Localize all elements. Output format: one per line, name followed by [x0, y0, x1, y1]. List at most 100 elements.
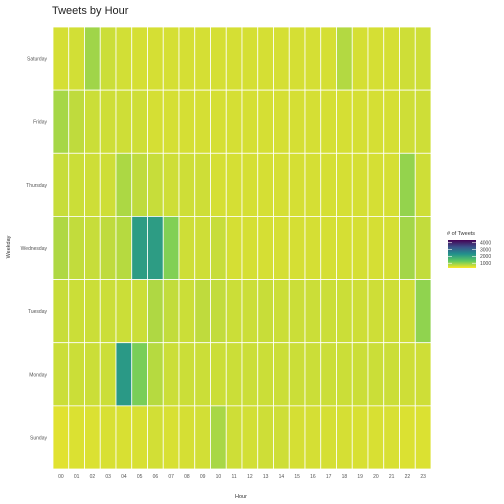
heatmap-cell-tuesday-06	[147, 279, 164, 344]
heatmap-cell-tuesday-22	[399, 279, 416, 344]
heatmap-cell-sunday-19	[351, 405, 369, 470]
y-tick-monday: Monday	[29, 372, 47, 378]
heatmap-cell-saturday-20	[367, 26, 385, 91]
heatmap-cell-monday-14	[273, 342, 290, 407]
heatmap-cell-sunday-15	[288, 405, 306, 470]
heatmap-cell-wednesday-06	[147, 216, 164, 280]
x-tick-02: 02	[90, 474, 96, 480]
y-tick-saturday: Saturday	[27, 57, 48, 63]
heatmap-cell-monday-13	[257, 342, 274, 407]
heatmap-cell-tuesday-04	[115, 279, 133, 344]
heatmap-cell-friday-11	[225, 89, 243, 154]
heatmap-cell-wednesday-11	[225, 216, 243, 280]
heatmap-cell-thursday-14	[273, 152, 290, 217]
heatmap-cell-wednesday-10	[210, 216, 227, 280]
heatmap-cell-sunday-21	[383, 405, 400, 470]
legend-tick-4000: 4000	[480, 241, 491, 247]
heatmap-cell-tuesday-07	[162, 279, 180, 344]
heatmap-cell-saturday-00	[52, 26, 70, 91]
heatmap-cell-monday-06	[147, 342, 164, 407]
heatmap-cell-friday-01	[68, 89, 85, 154]
heatmap-cell-friday-18	[336, 89, 353, 154]
heatmap-cell-friday-09	[194, 89, 211, 154]
heatmap-cell-wednesday-16	[304, 216, 322, 280]
heatmap-cell-saturday-18	[336, 26, 353, 91]
heatmap-cell-friday-13	[257, 89, 274, 154]
heatmap-cell-monday-23	[414, 342, 432, 407]
heatmap-cell-tuesday-23	[414, 279, 432, 344]
heatmap-cell-wednesday-03	[99, 216, 117, 280]
heatmap-cell-wednesday-22	[399, 216, 416, 280]
heatmap-cell-monday-19	[351, 342, 369, 407]
heatmap-cell-friday-16	[304, 89, 322, 154]
heatmap-cell-saturday-07	[162, 26, 180, 91]
heatmap-cell-thursday-20	[367, 152, 385, 217]
heatmap-cell-thursday-18	[336, 152, 353, 217]
heatmap-cell-thursday-11	[225, 152, 243, 217]
heatmap-cell-saturday-05	[131, 26, 148, 91]
heatmap-cell-tuesday-18	[336, 279, 353, 344]
x-tick-15: 15	[294, 474, 300, 480]
heatmap-cell-monday-04	[115, 342, 133, 407]
heatmap-cell-saturday-21	[383, 26, 400, 91]
y-tick-friday: Friday	[33, 120, 47, 126]
heatmap-cell-sunday-14	[273, 405, 290, 470]
heatmap-cell-monday-07	[162, 342, 180, 407]
heatmap-cell-saturday-03	[99, 26, 117, 91]
x-tick-00: 00	[58, 474, 64, 480]
heatmap-cell-monday-21	[383, 342, 400, 407]
heatmap-cell-saturday-08	[178, 26, 196, 91]
heatmap-cell-thursday-01	[68, 152, 85, 217]
heatmap-cell-sunday-20	[367, 405, 385, 470]
chart-title: Tweets by Hour	[52, 5, 129, 17]
heatmap-cell-thursday-17	[320, 152, 337, 217]
heatmap-cell-thursday-03	[99, 152, 117, 217]
heatmap-cell-saturday-19	[351, 26, 369, 91]
legend-tick-1000: 1000	[480, 261, 491, 267]
x-tick-12: 12	[247, 474, 253, 480]
x-tick-16: 16	[310, 474, 316, 480]
x-tick-01: 01	[74, 474, 80, 480]
heatmap-cell-wednesday-04	[115, 216, 133, 280]
heatmap-cell-saturday-22	[399, 26, 416, 91]
heatmap-cell-tuesday-14	[273, 279, 290, 344]
y-tick-labels: Saturday Friday Thursday Wednesday Tuesday Mo…	[21, 57, 48, 442]
heatmap-cell-tuesday-10	[210, 279, 227, 344]
heatmap-cell-saturday-10	[210, 26, 227, 91]
heatmap-cell-tuesday-09	[194, 279, 211, 344]
heatmap-cell-saturday-16	[304, 26, 322, 91]
heatmap-cell-tuesday-15	[288, 279, 306, 344]
heatmap-cell-monday-15	[288, 342, 306, 407]
heatmap-cell-tuesday-01	[68, 279, 85, 344]
heatmap-cell-sunday-22	[399, 405, 416, 470]
heatmap-cell-thursday-04	[115, 152, 133, 217]
heatmap-cell-sunday-05	[131, 405, 148, 470]
heatmap-cell-wednesday-00	[52, 216, 70, 280]
heatmap-cell-friday-22	[399, 89, 416, 154]
y-tick-thursday: Thursday	[26, 183, 47, 189]
legend-title: # of Tweets	[447, 231, 475, 237]
x-tick-14: 14	[279, 474, 285, 480]
heatmap-cell-monday-05	[131, 342, 148, 407]
heatmap-cell-tuesday-03	[99, 279, 117, 344]
heatmap-cell-wednesday-05	[131, 216, 148, 280]
heatmap-cell-monday-03	[99, 342, 117, 407]
heatmap-cell-friday-05	[131, 89, 148, 154]
heatmap-cell-wednesday-14	[273, 216, 290, 280]
heatmap-cell-saturday-17	[320, 26, 337, 91]
heatmap-cell-monday-09	[194, 342, 211, 407]
x-tick-03: 03	[105, 474, 111, 480]
heatmap-cell-monday-18	[336, 342, 353, 407]
heatmap-cells	[52, 26, 432, 470]
heatmap-cell-monday-08	[178, 342, 196, 407]
heatmap-cell-thursday-10	[210, 152, 227, 217]
heatmap-cell-monday-01	[68, 342, 85, 407]
legend-colorbar	[448, 240, 476, 268]
heatmap-cell-saturday-12	[241, 26, 259, 91]
x-tick-05: 05	[137, 474, 143, 480]
heatmap-cell-monday-00	[52, 342, 70, 407]
heatmap-cell-saturday-13	[257, 26, 274, 91]
heatmap-cell-friday-08	[178, 89, 196, 154]
heatmap-cell-thursday-21	[383, 152, 400, 217]
